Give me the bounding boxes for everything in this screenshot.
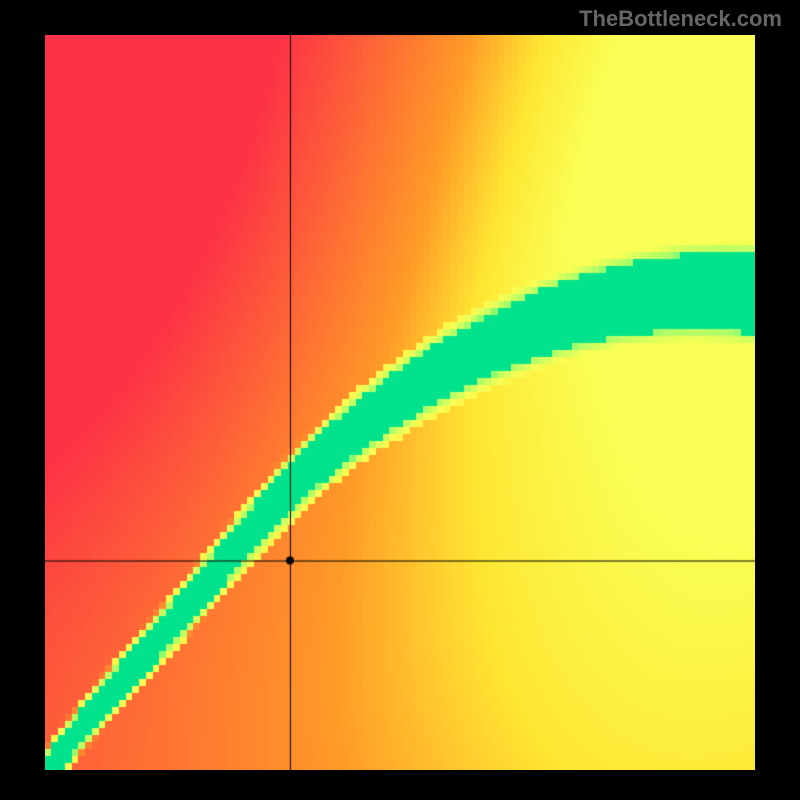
heatmap-plot	[45, 35, 755, 770]
watermark-text: TheBottleneck.com	[579, 6, 782, 32]
heatmap-canvas	[45, 35, 755, 770]
